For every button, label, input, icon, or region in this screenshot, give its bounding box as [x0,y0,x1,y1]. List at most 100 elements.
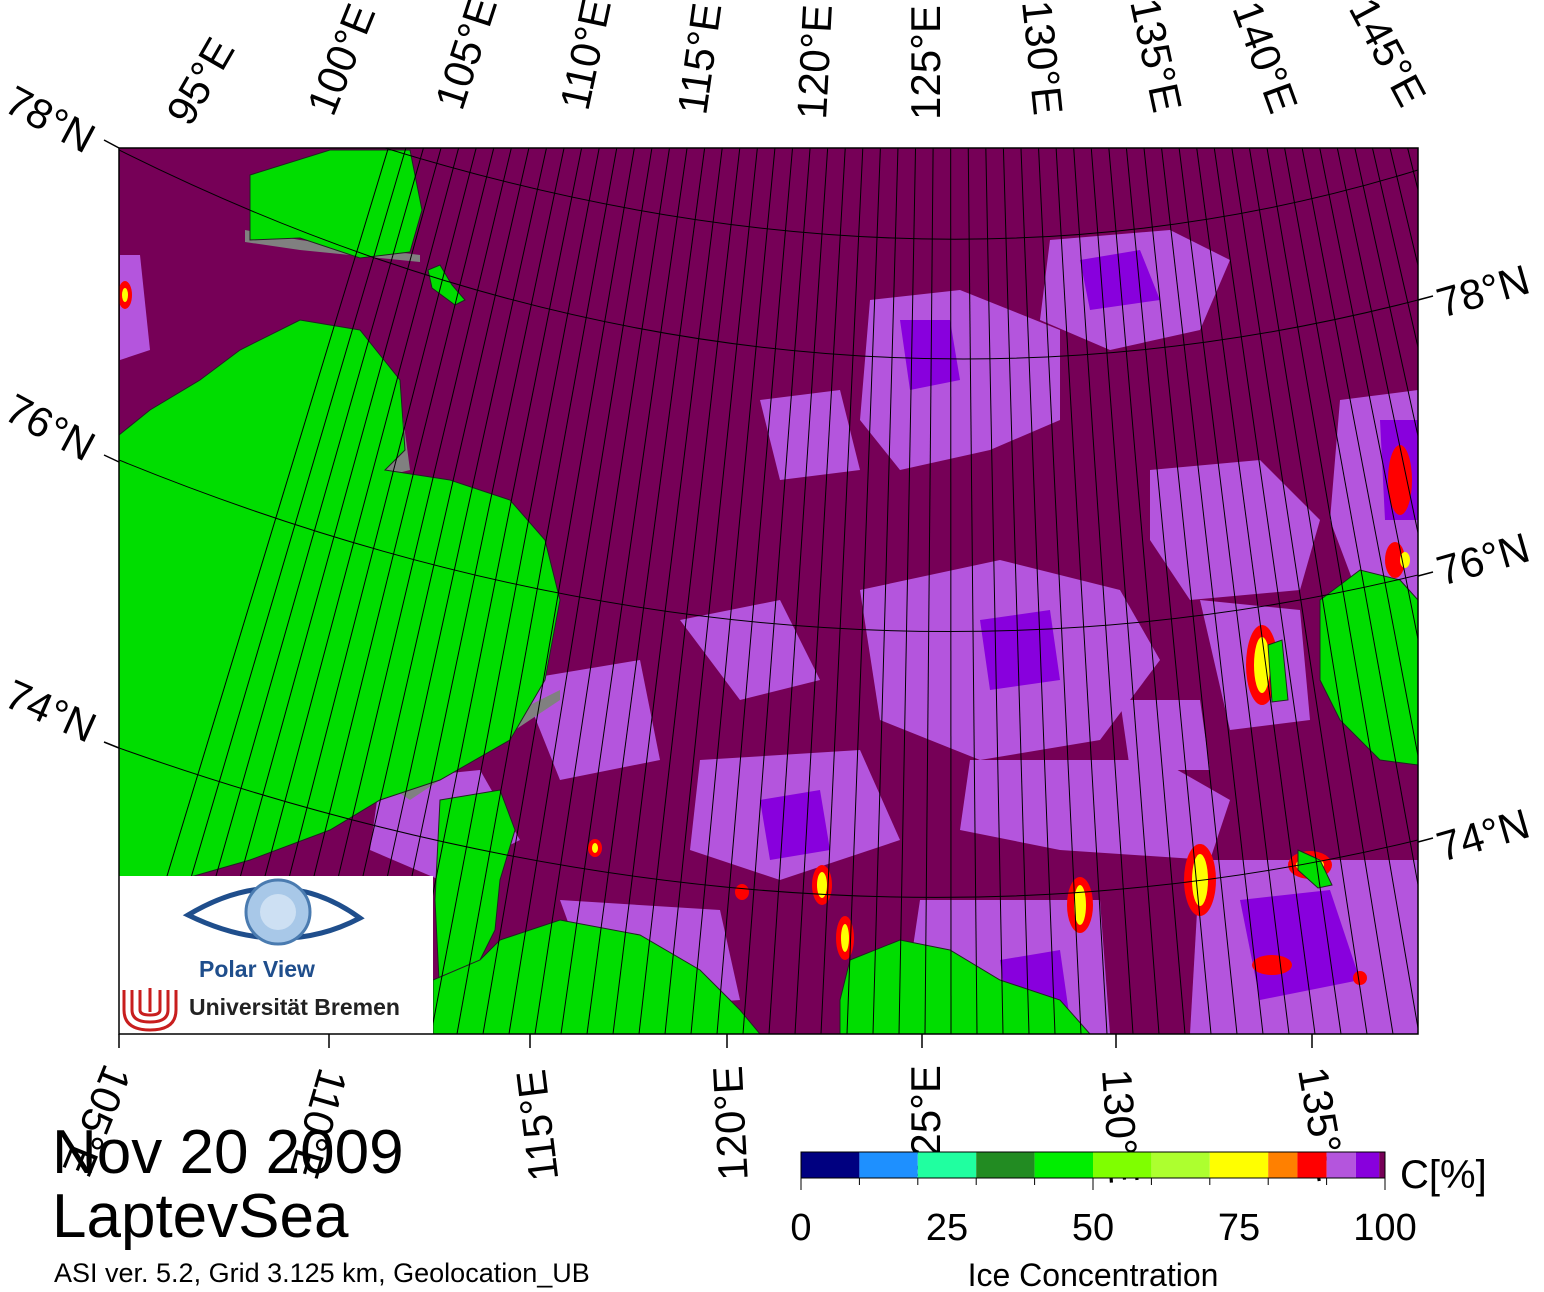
colorbar-segment [1151,1152,1210,1178]
top-lon-label: 125°E [902,5,949,120]
meridian-line [534,148,670,1034]
meridian-line [1231,148,1368,1034]
meridian-line [430,148,600,1034]
meridian-line [1371,148,1418,350]
meridian-line [664,148,758,1034]
land-masses [119,149,1418,1034]
colorbar-segment [1379,1152,1385,1178]
colorbar-segment [1209,1152,1269,1178]
polar-view-logo [122,878,365,1032]
colorbar-segment [1297,1152,1327,1178]
meridian-line [1002,148,1030,1034]
top-lon-label: 95°E [157,30,243,133]
top-lon-label: 145°E [1340,0,1435,114]
meridian-line [404,148,583,1034]
meridian-line [1354,148,1418,439]
kotelny-island [1319,569,1418,766]
colorbar-tick-label: 75 [1218,1207,1260,1249]
meridian-lines [119,148,1418,1034]
region-name: LaptevSea [52,1182,349,1251]
meridian-line [768,148,829,1034]
taymyr-peninsula [119,319,561,901]
colorbar-axis-title: Ice Concentration [968,1257,1219,1292]
left-lat-label: 76°N [0,384,103,470]
top-lon-label: 105°E [426,0,506,115]
map-panel [119,148,1418,1034]
meridian-line [794,148,846,1034]
meridian-line [1248,148,1394,1034]
bremen-emblem-icon [122,988,178,1032]
colorbar-ticks [800,1178,1386,1190]
lena-delta-land [839,939,1091,1034]
colorbar-segment [917,1152,977,1178]
meridian-line [1073,148,1134,1034]
top-lon-label: 130°E [1013,0,1072,117]
meridian-line [638,148,741,1034]
meridian-line [1125,148,1212,1034]
meridian-line [326,148,530,1034]
small-island-north [427,264,466,306]
logo-panel: Polar View Universität Bremen [119,876,433,1034]
meridian-line [456,148,618,1034]
colorbar-tick-label: 25 [926,1207,968,1249]
map-date: Nov 20 2009 [52,1118,404,1187]
meridian-line [1301,148,1418,759]
meridian-line [1143,148,1238,1034]
eye-globe-icon [182,885,365,941]
meridian-line [1161,148,1264,1034]
colorbar-segments [801,1152,1385,1178]
meridian-line [508,148,653,1034]
left-lat-label: 74°N [0,670,103,751]
colorbar-tick-label: 100 [1353,1207,1416,1249]
left-lat-label: 78°N [0,76,103,162]
meridian-line [1038,148,1082,1034]
colorbar-segment [1326,1152,1356,1178]
colorbar-segment [976,1152,1035,1178]
colorbar-tick-label: 50 [1072,1207,1114,1249]
meridian-line [1108,148,1186,1034]
algorithm-note: ASI ver. 5.2, Grid 3.125 km, Geolocation… [54,1258,590,1288]
meridian-line [248,148,477,1034]
meridian-line [170,148,424,1034]
bottom-lon-label: 120°E [704,1065,757,1182]
top-lon-label: 140°E [1224,0,1307,119]
meridian-line [1266,148,1418,1032]
top-lon-label: 115°E [668,0,730,117]
meridian-line [274,148,495,1034]
meridian-line [898,148,917,1034]
logo-title: Polar View [199,956,315,982]
bottom-lon-label: 115°E [507,1067,567,1184]
meridian-line [1284,148,1418,888]
meridian-line [1196,148,1316,1034]
meridian-line [742,148,811,1034]
colorbar-unit-label: C[%] [1400,1153,1487,1197]
meridian-line [612,148,723,1034]
meridian-line [222,148,460,1034]
meridian-line [924,148,934,1034]
meridian-line [586,148,706,1034]
meridian-line [820,148,864,1034]
meridian-line [482,148,635,1034]
top-longitude-labels: 95°E 100°E 105°E 110°E 115°E 120°E 125°E… [157,0,1435,133]
meridian-line [119,148,389,1034]
colorbar: 0 25 50 75 100 C[%] Ice Concentration [790,1151,1487,1292]
colorbar-segment [1093,1152,1152,1178]
meridian-line [872,148,899,1034]
meridian-line [196,148,442,1034]
meridian-line [1178,148,1290,1034]
right-lat-label: 78°N [1432,256,1535,327]
colorbar-segment [1355,1152,1380,1178]
meridian-line [690,148,776,1034]
meridian-line [1090,148,1160,1034]
logo-institution: Universität Bremen [189,994,400,1020]
meridian-line [300,148,512,1034]
map-frame [118,147,1419,1035]
top-lon-label: 120°E [788,3,841,120]
meridian-line [144,148,407,1034]
colorbar-segment [1034,1152,1093,1178]
colorbar-tick-label: 0 [790,1207,811,1249]
right-lat-label: 74°N [1432,800,1535,871]
small-island-east [1267,639,1289,703]
meridian-line [846,148,881,1034]
